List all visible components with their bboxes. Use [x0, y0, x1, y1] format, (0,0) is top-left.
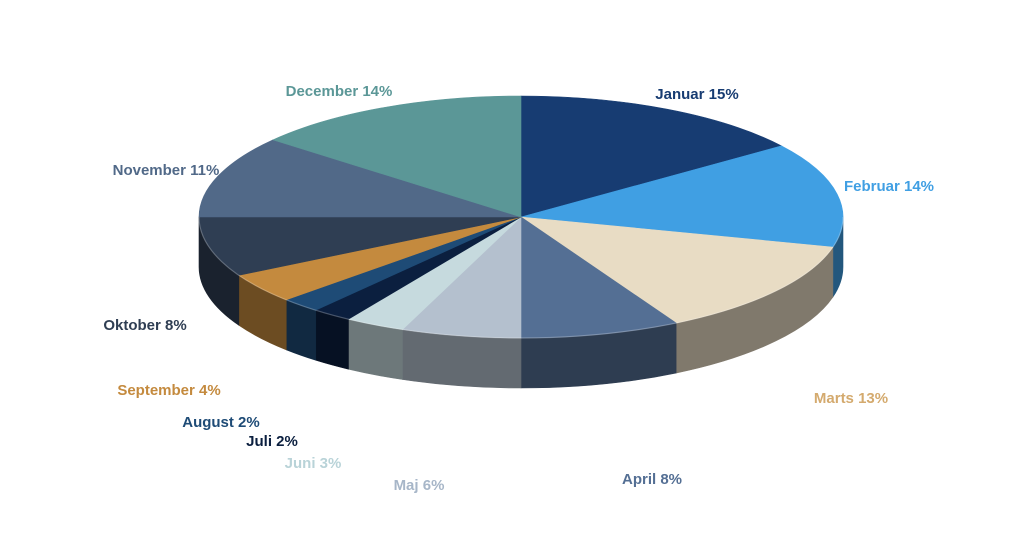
label-maj: Maj 6% — [394, 477, 445, 494]
slice-maj — [401, 216, 522, 339]
slice-april — [520, 216, 677, 339]
slice-november — [198, 139, 522, 218]
label-november: November 11% — [113, 162, 220, 179]
pie-top-faces — [198, 95, 844, 339]
label-september: September 4% — [117, 382, 220, 399]
pie-rim-highlight — [198, 216, 844, 339]
slice-marts — [520, 216, 834, 324]
pie-side-walls — [198, 216, 844, 389]
label-juni: Juni 3% — [285, 455, 342, 472]
slice-december — [272, 95, 522, 218]
label-april: April 8% — [622, 471, 682, 488]
label-februar: Februar 14% — [844, 178, 934, 195]
label-oktober: Oktober 8% — [103, 317, 186, 334]
slice-januar — [520, 95, 783, 218]
label-januar: Januar 15% — [655, 86, 738, 103]
slice-februar — [520, 145, 844, 248]
label-juli: Juli 2% — [246, 433, 298, 450]
slice-oktober — [198, 216, 522, 276]
pie-labels: Januar 15% Februar 14% Marts 13% April 8% Ma… — [103, 83, 934, 494]
label-august: August 2% — [182, 414, 260, 431]
label-december: December 14% — [286, 83, 393, 100]
label-marts: Marts 13% — [814, 390, 888, 407]
side-juli — [315, 309, 349, 370]
